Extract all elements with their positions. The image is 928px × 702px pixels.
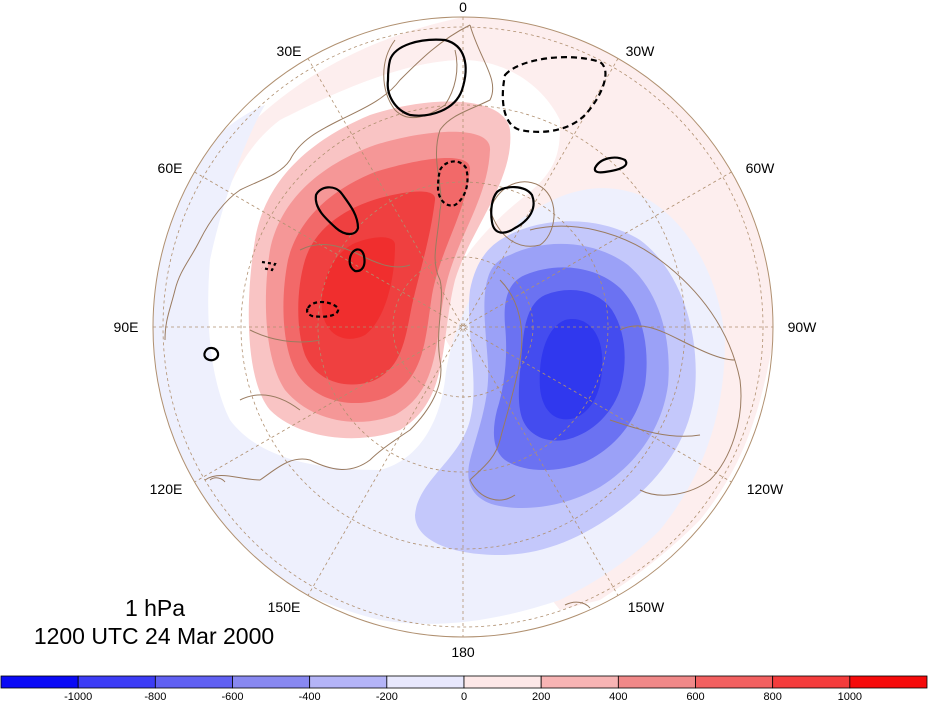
contour-positive-europe bbox=[386, 38, 467, 117]
colorbar-tick-label: -400 bbox=[299, 691, 321, 702]
negative-anomaly-1000 bbox=[539, 319, 603, 420]
colorbar-tick-label: 200 bbox=[532, 691, 550, 702]
colorbar-box bbox=[309, 675, 388, 689]
colorbar-tick-label: -600 bbox=[221, 691, 243, 702]
lon-label-90w: 90W bbox=[788, 319, 818, 335]
contour-negative-atlantic bbox=[501, 56, 607, 133]
lon-label-60w: 60W bbox=[746, 160, 776, 176]
colorbar-tick-label: 400 bbox=[609, 691, 627, 702]
lon-label-0: 0 bbox=[459, 0, 467, 15]
colorbar-box bbox=[772, 675, 851, 689]
colorbar-tick-label: 800 bbox=[763, 691, 781, 702]
colorbar-box bbox=[154, 675, 233, 689]
contour-negative-tiny bbox=[261, 260, 277, 272]
contour-negative-urals bbox=[436, 160, 469, 207]
contour-positive-small bbox=[348, 248, 366, 273]
colorbar-box bbox=[0, 675, 79, 689]
colorbar-box bbox=[849, 675, 928, 689]
colorbar-box bbox=[386, 675, 465, 689]
lon-label-120w: 120W bbox=[747, 481, 784, 497]
timestamp-caption: 1200 UTC 24 Mar 2000 bbox=[33, 623, 275, 649]
colorbar-box bbox=[540, 675, 619, 689]
pressure-level-caption: 1 hPa bbox=[124, 595, 186, 621]
contour-positive-arctic bbox=[490, 186, 535, 234]
colorbar-boxes bbox=[0, 675, 928, 689]
colorbar-tick-label: -1000 bbox=[64, 691, 92, 702]
colorbar-tick-label: -800 bbox=[144, 691, 166, 702]
lon-label-150w: 150W bbox=[628, 599, 665, 615]
contour-negative-small bbox=[305, 300, 340, 318]
lon-label-60e: 60E bbox=[158, 160, 183, 176]
lon-label-30e: 30E bbox=[277, 43, 302, 59]
lon-label-150e: 150E bbox=[268, 599, 301, 615]
lon-label-120e: 120E bbox=[150, 481, 183, 497]
lon-label-30w: 30W bbox=[626, 43, 656, 59]
lon-label-180: 180 bbox=[451, 644, 475, 660]
longitude-labels: 0 30W 60W 90W 120W 150W 180 150E 120E 90… bbox=[114, 0, 818, 660]
colorbar-tick-label: 1000 bbox=[838, 691, 862, 702]
coastlines bbox=[164, 24, 742, 609]
colorbar-box bbox=[617, 675, 696, 689]
contour-positive-tiny bbox=[203, 346, 220, 362]
colorbar-tick-label: 0 bbox=[461, 691, 467, 702]
colorbar-box bbox=[77, 675, 156, 689]
colorbar-box bbox=[463, 675, 542, 689]
colorbar-box bbox=[232, 675, 311, 689]
lon-label-90e: 90E bbox=[114, 319, 139, 335]
colorbar: -1000 -800 -600 -400 -200 0 200 400 600 800 1000 bbox=[0, 675, 928, 702]
contour-lines bbox=[203, 38, 628, 362]
anomaly-fields bbox=[153, 17, 773, 624]
colorbar-tick-label: 600 bbox=[686, 691, 704, 702]
contour-positive-greenland bbox=[593, 156, 628, 174]
colorbar-box bbox=[695, 675, 774, 689]
colorbar-labels: -1000 -800 -600 -400 -200 0 200 400 600 800 1000 bbox=[64, 691, 862, 702]
contour-positive-siberia bbox=[314, 186, 360, 236]
map-border bbox=[152, 16, 774, 638]
colorbar-tick-label: -200 bbox=[376, 691, 398, 702]
